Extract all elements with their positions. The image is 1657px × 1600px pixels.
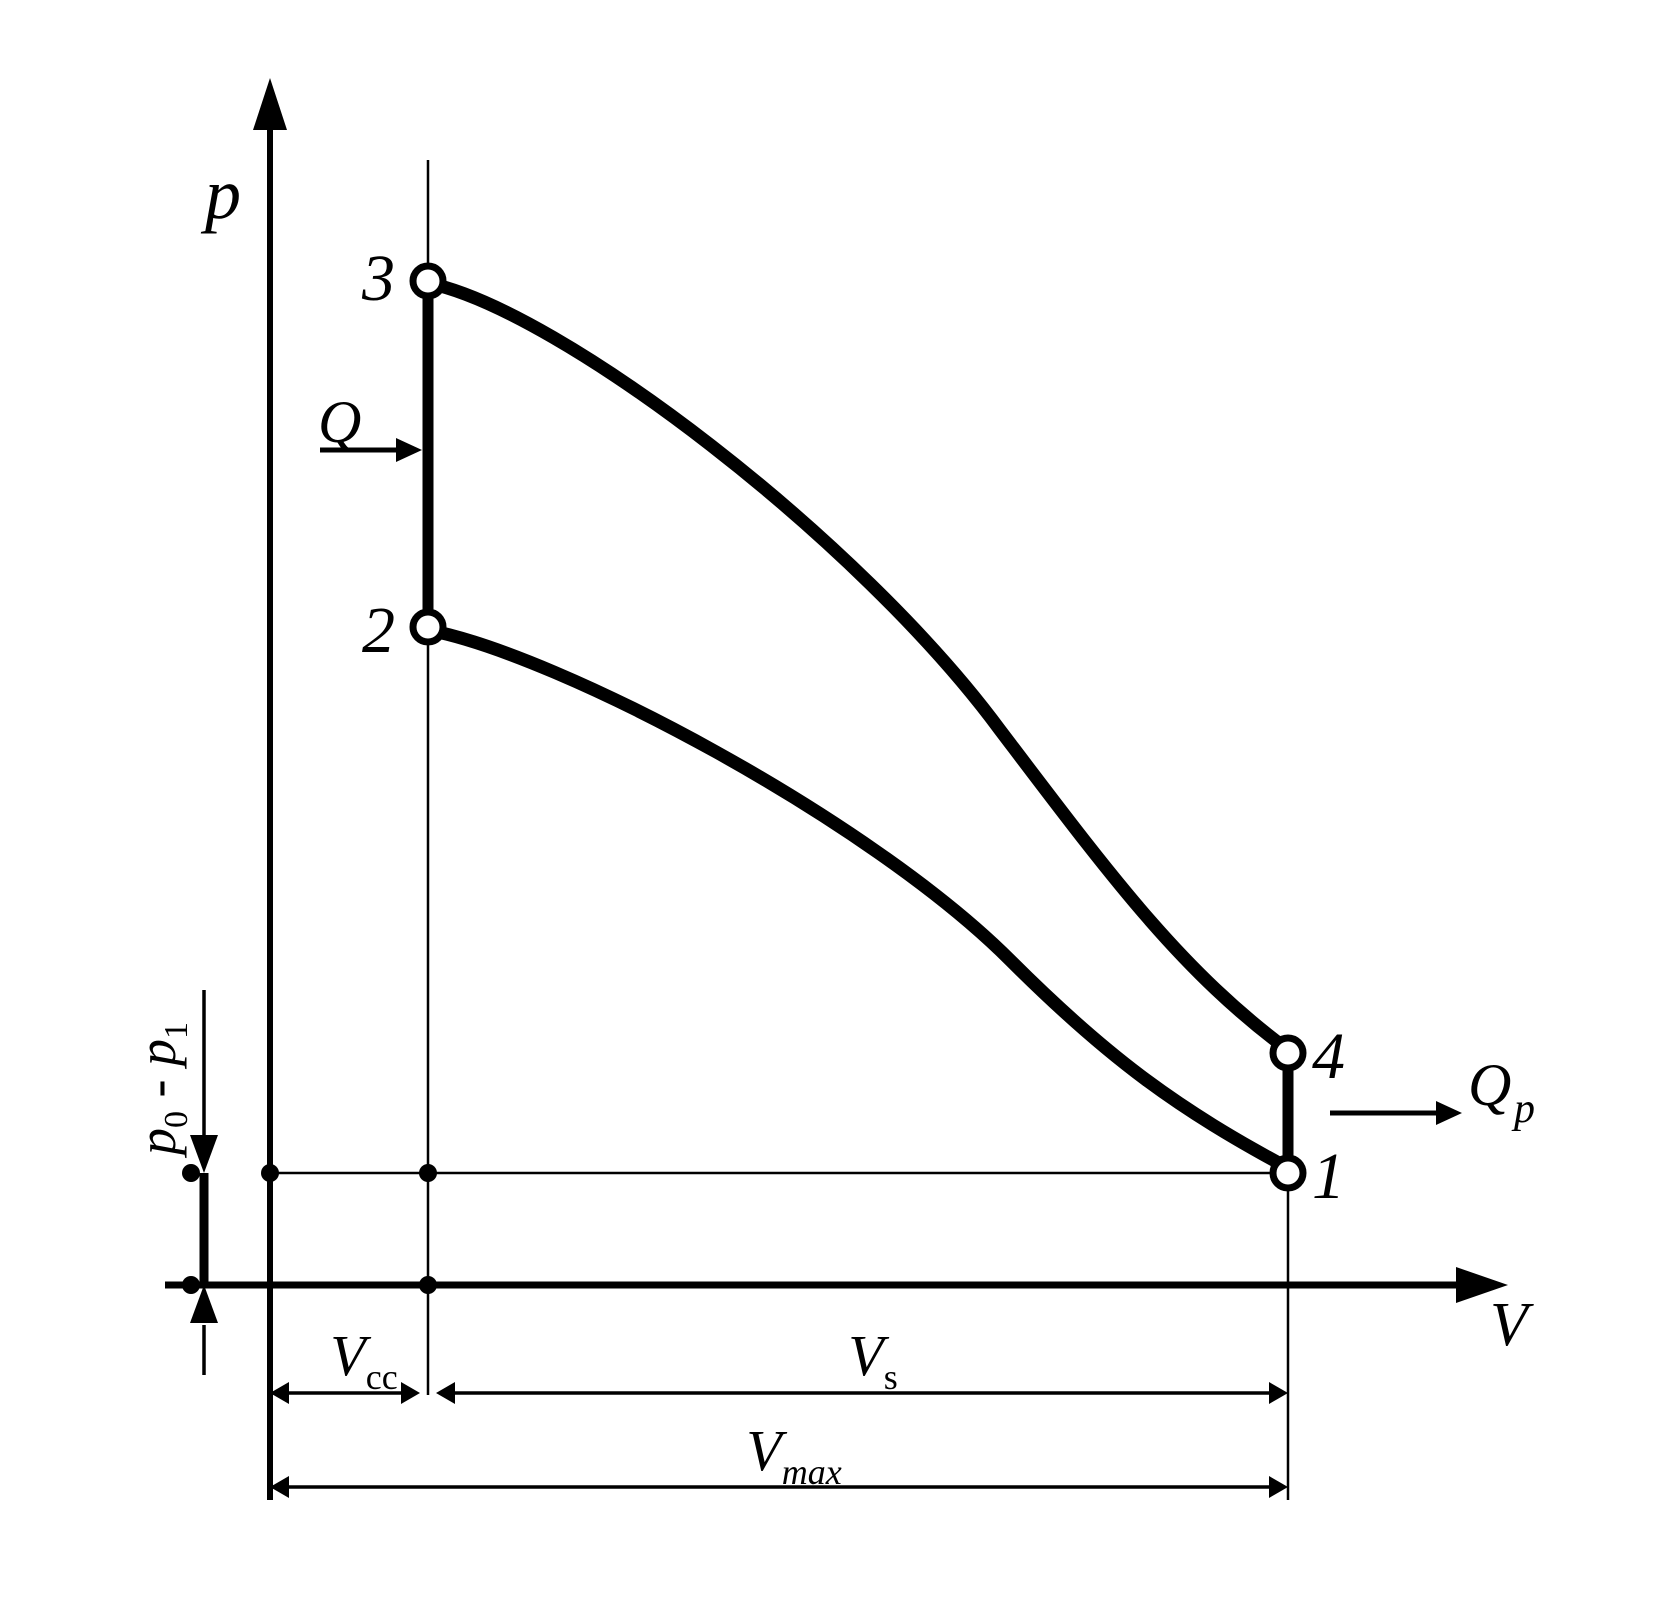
svg-text:2: 2 — [362, 594, 395, 667]
svg-text:4: 4 — [1312, 1020, 1345, 1093]
svg-text:Vmax: Vmax — [746, 1418, 841, 1492]
svg-text:3: 3 — [361, 242, 395, 315]
svg-text:1: 1 — [1312, 1140, 1345, 1213]
svg-text:p: p — [200, 154, 241, 234]
svg-text:p: p — [1511, 1086, 1535, 1132]
svg-text:V: V — [1490, 1291, 1534, 1359]
svg-text:Q: Q — [1468, 1052, 1511, 1118]
svg-text:Q: Q — [318, 389, 361, 455]
svg-text:Vcc: Vcc — [330, 1323, 397, 1397]
svg-text:Vs: Vs — [848, 1323, 897, 1397]
